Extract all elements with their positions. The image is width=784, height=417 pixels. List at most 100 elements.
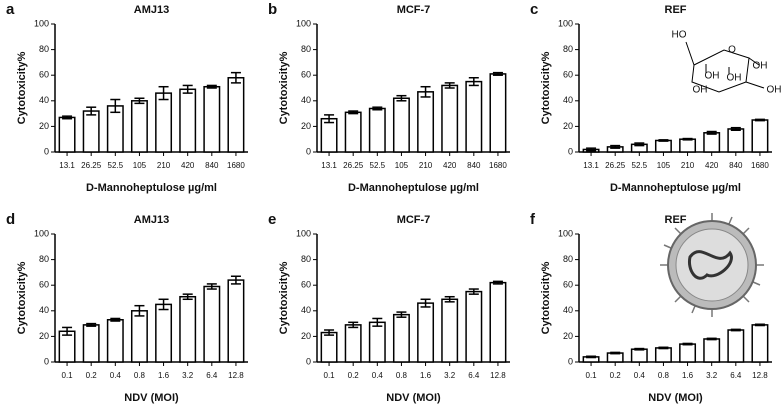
- bar: [679, 138, 697, 153]
- bar: [368, 321, 386, 363]
- y-tick-label: 20: [563, 121, 573, 131]
- bar: [179, 295, 197, 363]
- y-tick-label: 20: [39, 121, 49, 131]
- chart-title: AMJ13: [134, 214, 169, 226]
- error-bar: [62, 115, 73, 120]
- bar: [489, 73, 507, 153]
- x-tick-label: 210: [681, 161, 695, 170]
- bar: [751, 324, 769, 363]
- error-bar: [586, 355, 597, 359]
- bar: [82, 324, 100, 363]
- y-axis-label: Cytotoxicity%: [540, 51, 552, 124]
- virus-illustration: [660, 213, 764, 317]
- bar: [392, 313, 410, 363]
- chart-title: REF: [665, 214, 687, 226]
- error-bar: [134, 97, 145, 105]
- y-tick-label: 80: [563, 44, 573, 54]
- x-tick-label: 1680: [489, 161, 507, 170]
- error-bar: [420, 85, 431, 98]
- error-bar: [754, 118, 765, 122]
- x-axis-label: D-Mannoheptulose µg/ml: [86, 182, 217, 194]
- chart-title: REF: [665, 4, 687, 16]
- error-bar: [348, 110, 359, 115]
- y-tick-label: 40: [301, 95, 311, 105]
- x-tick-label: 840: [205, 161, 219, 170]
- y-tick-label: 100: [558, 228, 573, 238]
- x-axis-label: D-Mannoheptulose µg/ml: [348, 182, 479, 194]
- bar: [58, 330, 76, 363]
- x-axis-label: NDV (MOI): [386, 392, 441, 404]
- x-tick-label: 0.4: [110, 371, 122, 380]
- error-bar: [372, 106, 383, 111]
- bar: [155, 303, 173, 363]
- error-bar: [158, 298, 169, 311]
- panel-label: a: [6, 1, 15, 18]
- error-bar: [444, 295, 455, 303]
- error-bar: [110, 98, 121, 114]
- x-tick-label: 210: [419, 161, 433, 170]
- bar: [203, 285, 221, 363]
- y-tick-label: 100: [296, 228, 311, 238]
- error-bar: [634, 142, 645, 147]
- x-tick-label: 420: [705, 161, 719, 170]
- x-tick-label: 6.4: [730, 371, 742, 380]
- error-bar: [86, 106, 97, 116]
- y-tick-label: 80: [39, 254, 49, 264]
- y-tick-label: 20: [301, 331, 311, 341]
- y-tick-label: 40: [39, 95, 49, 105]
- y-tick-label: 0: [568, 356, 573, 366]
- bar: [727, 128, 745, 153]
- molecule-bonds: [685, 41, 765, 89]
- y-tick-label: 60: [301, 70, 311, 80]
- bar: [703, 132, 721, 153]
- y-tick-label: 20: [39, 331, 49, 341]
- x-tick-label: 0.1: [324, 371, 336, 380]
- y-tick-label: 0: [306, 356, 311, 366]
- bar: [203, 85, 221, 153]
- y-tick-label: 60: [563, 70, 573, 80]
- x-tick-label: 13.1: [583, 161, 599, 170]
- x-tick-label: 420: [181, 161, 195, 170]
- y-tick-label: 60: [39, 70, 49, 80]
- error-bar: [610, 351, 621, 355]
- error-bar: [182, 293, 193, 301]
- bar: [179, 88, 197, 153]
- molecule-label: OH: [693, 85, 708, 96]
- bar: [679, 343, 697, 363]
- panel-label: d: [6, 211, 15, 228]
- y-tick-label: 40: [301, 305, 311, 315]
- x-tick-label: 52.5: [108, 161, 124, 170]
- x-tick-label: 26.25: [343, 161, 364, 170]
- bar: [489, 281, 507, 363]
- error-bar: [134, 304, 145, 317]
- x-tick-label: 1680: [751, 161, 769, 170]
- x-tick-label: 0.8: [658, 371, 670, 380]
- bar: [417, 91, 435, 153]
- x-tick-label: 210: [157, 161, 171, 170]
- molecule-label: HO: [672, 30, 687, 41]
- molecule-label: OH: [727, 73, 742, 84]
- error-bar: [110, 317, 121, 322]
- molecule-label: OH: [705, 71, 720, 82]
- error-bar: [610, 144, 621, 149]
- bar: [227, 279, 245, 363]
- error-bar: [86, 322, 97, 327]
- y-axis-label: Cytotoxicity%: [278, 261, 290, 334]
- bar: [654, 139, 672, 153]
- x-tick-label: 1.6: [158, 371, 170, 380]
- error-bar: [396, 311, 407, 318]
- chart-title: MCF-7: [397, 4, 431, 16]
- bar: [227, 77, 245, 153]
- bar: [344, 324, 362, 363]
- x-tick-label: 3.2: [706, 371, 718, 380]
- panel-label: f: [530, 211, 536, 228]
- panel-label: c: [530, 1, 538, 18]
- bar: [751, 119, 769, 153]
- error-bar: [62, 326, 73, 336]
- y-tick-label: 80: [301, 44, 311, 54]
- error-bar: [230, 275, 241, 285]
- bar: [441, 84, 459, 153]
- y-tick-label: 20: [301, 121, 311, 131]
- x-tick-label: 420: [443, 161, 457, 170]
- bar: [82, 110, 100, 153]
